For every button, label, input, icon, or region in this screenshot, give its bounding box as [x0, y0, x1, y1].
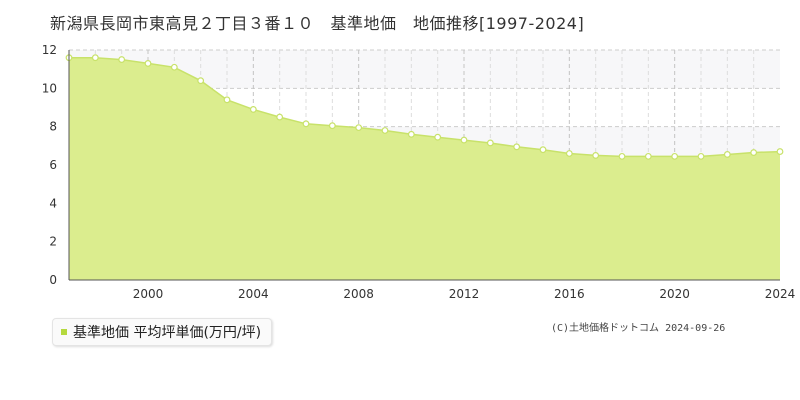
x-tick-label: 2016: [554, 287, 585, 301]
data-point: [355, 124, 363, 132]
data-point: [565, 150, 573, 157]
data-point: [776, 148, 784, 155]
area-chart: 0 2 4 6 8 10 12 2000 2004 2008 2012 2016 2020 2024: [42, 43, 796, 301]
y-tick-label: 4: [49, 196, 57, 210]
chart-title: 新潟県長岡市東高見２丁目３番１０ 基準地価 地価推移[1997-2024]: [50, 14, 585, 33]
data-point: [460, 136, 468, 144]
axes: [68, 50, 780, 281]
data-point: [486, 139, 494, 147]
copyright-text: (C)土地価格ドットコム 2024-09-26: [551, 323, 726, 334]
y-tick-labels: 0 2 4 6 8 10 12: [42, 43, 57, 287]
data-point: [618, 152, 626, 160]
data-point: [407, 130, 415, 138]
data-point: [118, 56, 126, 63]
data-point: [170, 63, 178, 71]
data-point: [144, 60, 152, 67]
data-point: [302, 120, 310, 128]
data-point: [723, 151, 731, 158]
y-tick-label: 10: [42, 81, 57, 95]
data-point: [328, 122, 336, 130]
data-point: [644, 152, 652, 160]
data-point: [249, 106, 257, 113]
y-tick-label: 6: [49, 158, 57, 172]
data-point: [223, 96, 231, 104]
y-tick-label: 12: [42, 43, 57, 57]
legend-label: 基準地価 平均坪単価(万円/坪): [73, 325, 262, 341]
x-tick-label: 2024: [765, 287, 796, 301]
series-area: [69, 57, 780, 281]
x-tick-label: 2008: [343, 287, 374, 301]
y-tick-label: 0: [49, 273, 57, 287]
data-point: [697, 152, 705, 160]
data-point: [197, 77, 205, 85]
y-tick-label: 8: [49, 120, 57, 134]
data-point: [381, 127, 389, 134]
x-tick-label: 2012: [449, 287, 480, 301]
data-point: [750, 149, 758, 156]
data-point: [434, 133, 442, 141]
legend-swatch: [61, 329, 67, 335]
y-tick-label: 2: [49, 235, 57, 249]
data-point: [91, 54, 99, 62]
data-point: [671, 152, 679, 160]
x-tick-label: 2000: [133, 287, 164, 301]
data-point: [539, 146, 547, 154]
x-tick-labels: 2000 2004 2008 2012 2016 2020 2024: [133, 287, 796, 301]
data-point: [592, 152, 600, 159]
series-line: [69, 56, 781, 158]
legend: 基準地価 平均坪単価(万円/坪): [52, 318, 273, 346]
data-point: [276, 113, 284, 121]
data-point: [513, 143, 521, 151]
x-tick-label: 2020: [659, 287, 690, 301]
x-tick-label: 2004: [238, 287, 269, 301]
